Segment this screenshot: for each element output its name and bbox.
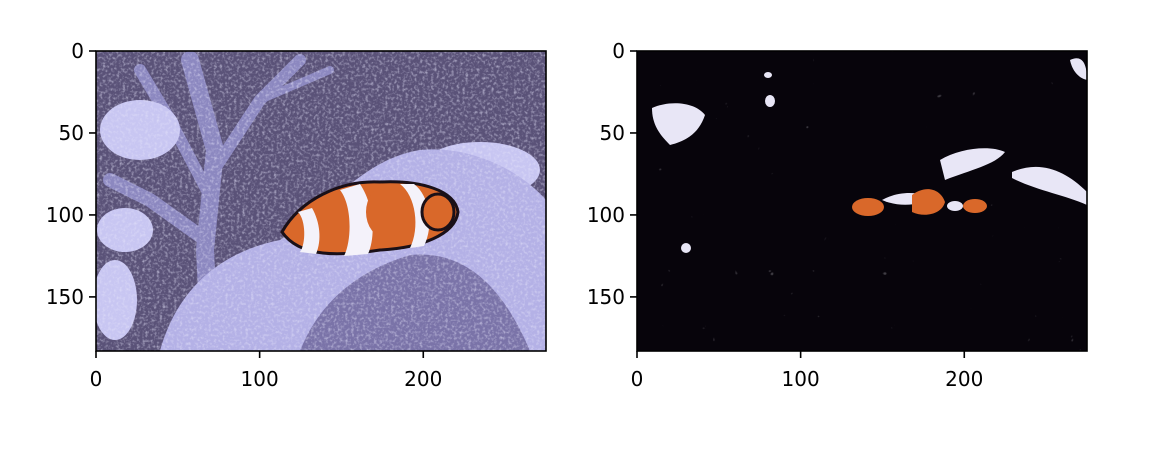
left-y-tick-label: 0 bbox=[71, 39, 84, 63]
left-x-tick-label: 0 bbox=[90, 367, 103, 391]
left-x-tick-label: 100 bbox=[241, 367, 279, 391]
right-x-tick-label: 0 bbox=[631, 367, 644, 391]
right-y-tick-label: 100 bbox=[587, 203, 625, 227]
left-y-tick-label: 100 bbox=[46, 203, 84, 227]
left-y-tick-label: 150 bbox=[46, 285, 84, 309]
left-y-tick-label: 50 bbox=[59, 121, 84, 145]
right-axes-frame bbox=[636, 50, 1088, 352]
clownfish-image bbox=[96, 51, 546, 351]
segmented-fish bbox=[852, 189, 987, 216]
segmented-image-panel: 0 100 200 0 50 100 150 bbox=[587, 39, 1088, 391]
left-x-tick-label: 200 bbox=[404, 367, 442, 391]
right-y-tick-label: 150 bbox=[587, 285, 625, 309]
segmented-image bbox=[637, 51, 1087, 351]
right-x-tick-label: 200 bbox=[945, 367, 983, 391]
right-axis-ticks: 0 100 200 0 50 100 150 bbox=[587, 39, 984, 391]
left-axes-frame bbox=[95, 50, 547, 352]
right-x-tick-label: 100 bbox=[782, 367, 820, 391]
clownfish bbox=[280, 180, 460, 256]
right-y-tick-label: 50 bbox=[600, 121, 625, 145]
right-y-tick-label: 0 bbox=[612, 39, 625, 63]
left-axis-ticks: 0 100 200 0 50 100 150 bbox=[46, 39, 443, 391]
original-image-panel: 0 100 200 0 50 100 150 bbox=[46, 39, 547, 391]
